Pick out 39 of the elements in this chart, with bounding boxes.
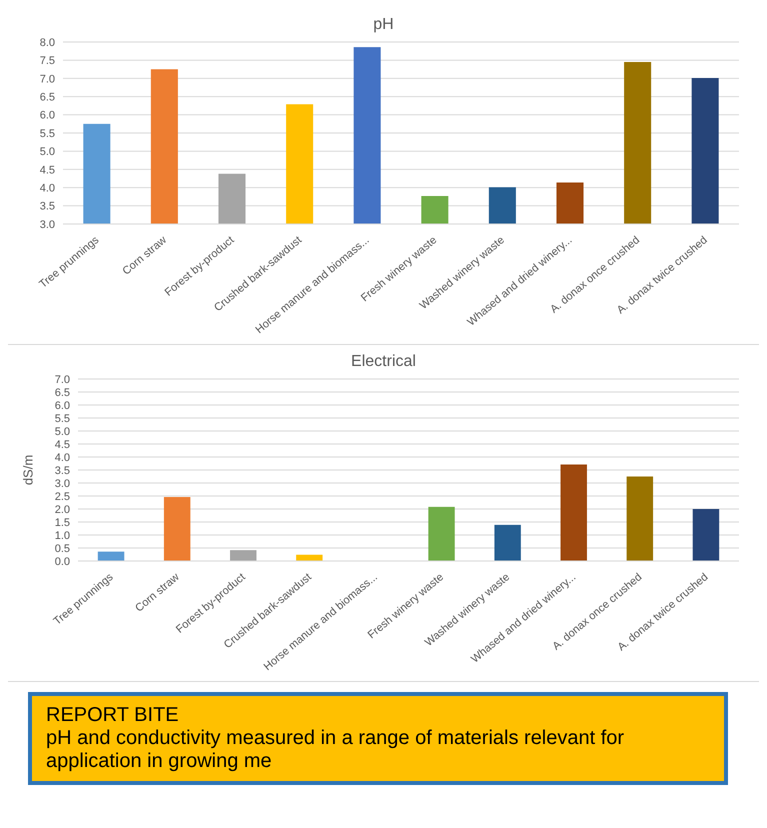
- y-tick-label: 3.0: [54, 478, 70, 490]
- y-axis-title: dS/m: [20, 454, 36, 486]
- y-tick-label: 3.5: [40, 200, 55, 213]
- y-tick-label: 3.0: [40, 218, 55, 231]
- y-tick-label: 0.5: [54, 542, 70, 555]
- bar: [494, 524, 521, 561]
- y-tick-label: 5.0: [54, 426, 70, 438]
- bar: [428, 506, 455, 561]
- y-tick-label: 2.0: [54, 504, 70, 516]
- y-tick-label: 8.0: [40, 36, 55, 49]
- bar: [164, 497, 190, 561]
- y-tick-label: 5.0: [40, 146, 55, 158]
- chart-title: Electrical: [350, 352, 417, 371]
- y-tick-label: 0.0: [54, 556, 70, 568]
- y-tick-label: 7.0: [54, 374, 70, 386]
- y-tick-label: 7.0: [40, 73, 55, 86]
- chart-title: pH: [372, 15, 395, 34]
- y-tick-label: 5.5: [54, 412, 70, 425]
- bar: [230, 550, 256, 561]
- bar: [98, 552, 124, 561]
- y-tick-label: 6.0: [54, 400, 70, 412]
- y-tick-label: 2.5: [54, 490, 70, 503]
- y-tick-label: 4.5: [54, 438, 70, 451]
- y-tick-label: 6.5: [40, 92, 55, 104]
- y-tick-label: 3.5: [54, 464, 70, 477]
- bar: [626, 476, 654, 561]
- y-tick-label: 1.5: [54, 516, 70, 529]
- y-tick-label: 6.0: [40, 110, 55, 122]
- y-tick-label: 4.0: [54, 452, 70, 464]
- bar: [560, 464, 587, 561]
- text: pH and conductivity measured in a range of materials relevant for application in growing me: [46, 727, 626, 773]
- bar: [692, 509, 720, 561]
- y-tick-label: 6.5: [54, 386, 70, 399]
- y-tick-label: 7.5: [40, 55, 55, 68]
- text: REPORT BITE: [46, 704, 180, 727]
- y-tick-label: 4.0: [40, 182, 55, 195]
- y-tick-label: 5.5: [40, 128, 55, 140]
- y-tick-label: 1.0: [54, 530, 70, 542]
- y-tick-label: 4.5: [40, 164, 55, 176]
